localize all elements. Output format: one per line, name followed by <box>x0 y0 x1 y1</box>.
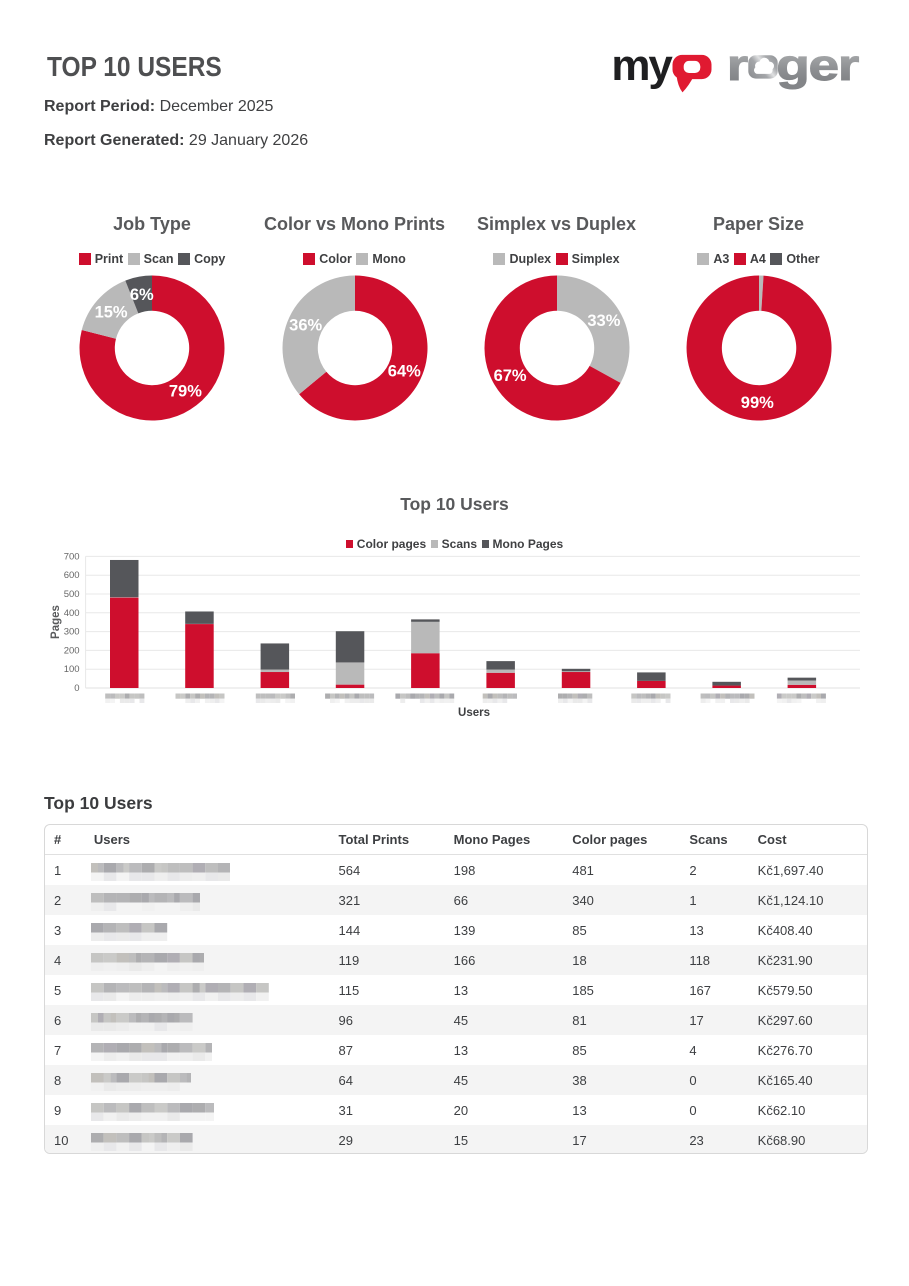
svg-text:15%: 15% <box>95 304 128 322</box>
svg-text:99%: 99% <box>740 394 773 412</box>
svg-text:700: 700 <box>64 551 80 562</box>
svg-text:100: 100 <box>64 664 80 675</box>
svg-text:600: 600 <box>64 570 80 581</box>
svg-text:my: my <box>613 45 673 90</box>
svg-text:36%: 36% <box>289 316 322 334</box>
svg-text:Users: Users <box>458 707 490 719</box>
svg-text:r: r <box>727 45 748 90</box>
svg-text:0: 0 <box>74 683 79 694</box>
svg-text:64%: 64% <box>387 363 420 381</box>
svg-text:6%: 6% <box>130 286 154 304</box>
svg-text:Pages: Pages <box>50 605 62 639</box>
svg-text:67%: 67% <box>493 367 526 385</box>
svg-text:ger: ger <box>776 45 859 90</box>
svg-text:500: 500 <box>64 589 80 600</box>
svg-text:79%: 79% <box>169 383 202 401</box>
svg-text:33%: 33% <box>587 312 620 330</box>
svg-text:200: 200 <box>64 645 80 656</box>
svg-text:400: 400 <box>64 608 80 619</box>
svg-text:300: 300 <box>64 627 80 638</box>
